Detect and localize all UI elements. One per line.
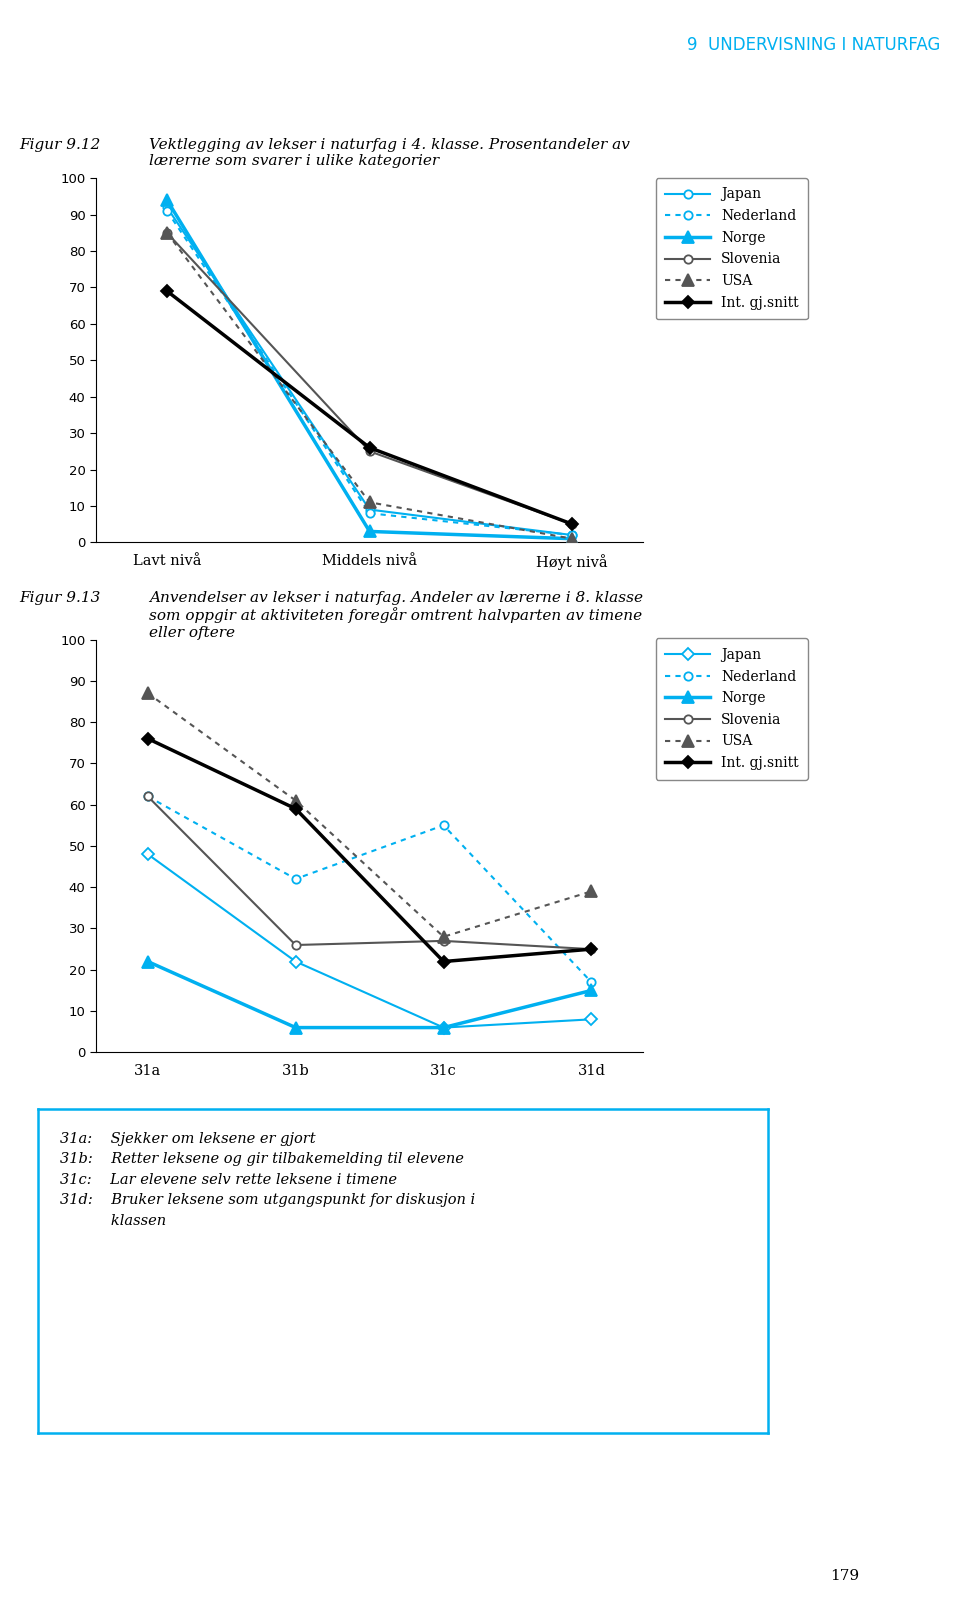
Text: Anvendelser av lekser i naturfag. Andeler av lærerne i 8. klasse
som oppgir at a: Anvendelser av lekser i naturfag. Andele… bbox=[149, 591, 643, 640]
Text: Figur 9.12: Figur 9.12 bbox=[19, 138, 101, 152]
Text: 31a:    Sjekker om leksene er gjort
31b:    Retter leksene og gir tilbakemelding: 31a: Sjekker om leksene er gjort 31b: Re… bbox=[60, 1132, 475, 1229]
Text: 179: 179 bbox=[830, 1569, 859, 1583]
Legend: Japan, Nederland, Norge, Slovenia, USA, Int. gj.snitt: Japan, Nederland, Norge, Slovenia, USA, … bbox=[656, 638, 808, 780]
Text: Figur 9.13: Figur 9.13 bbox=[19, 591, 101, 606]
Legend: Japan, Nederland, Norge, Slovenia, USA, Int. gj.snitt: Japan, Nederland, Norge, Slovenia, USA, … bbox=[656, 178, 808, 319]
Text: Vektlegging av lekser i naturfag i 4. klasse. Prosentandeler av
lærerne som svar: Vektlegging av lekser i naturfag i 4. kl… bbox=[149, 138, 630, 168]
Text: 9  UNDERVISNING I NATURFAG: 9 UNDERVISNING I NATURFAG bbox=[687, 36, 941, 53]
